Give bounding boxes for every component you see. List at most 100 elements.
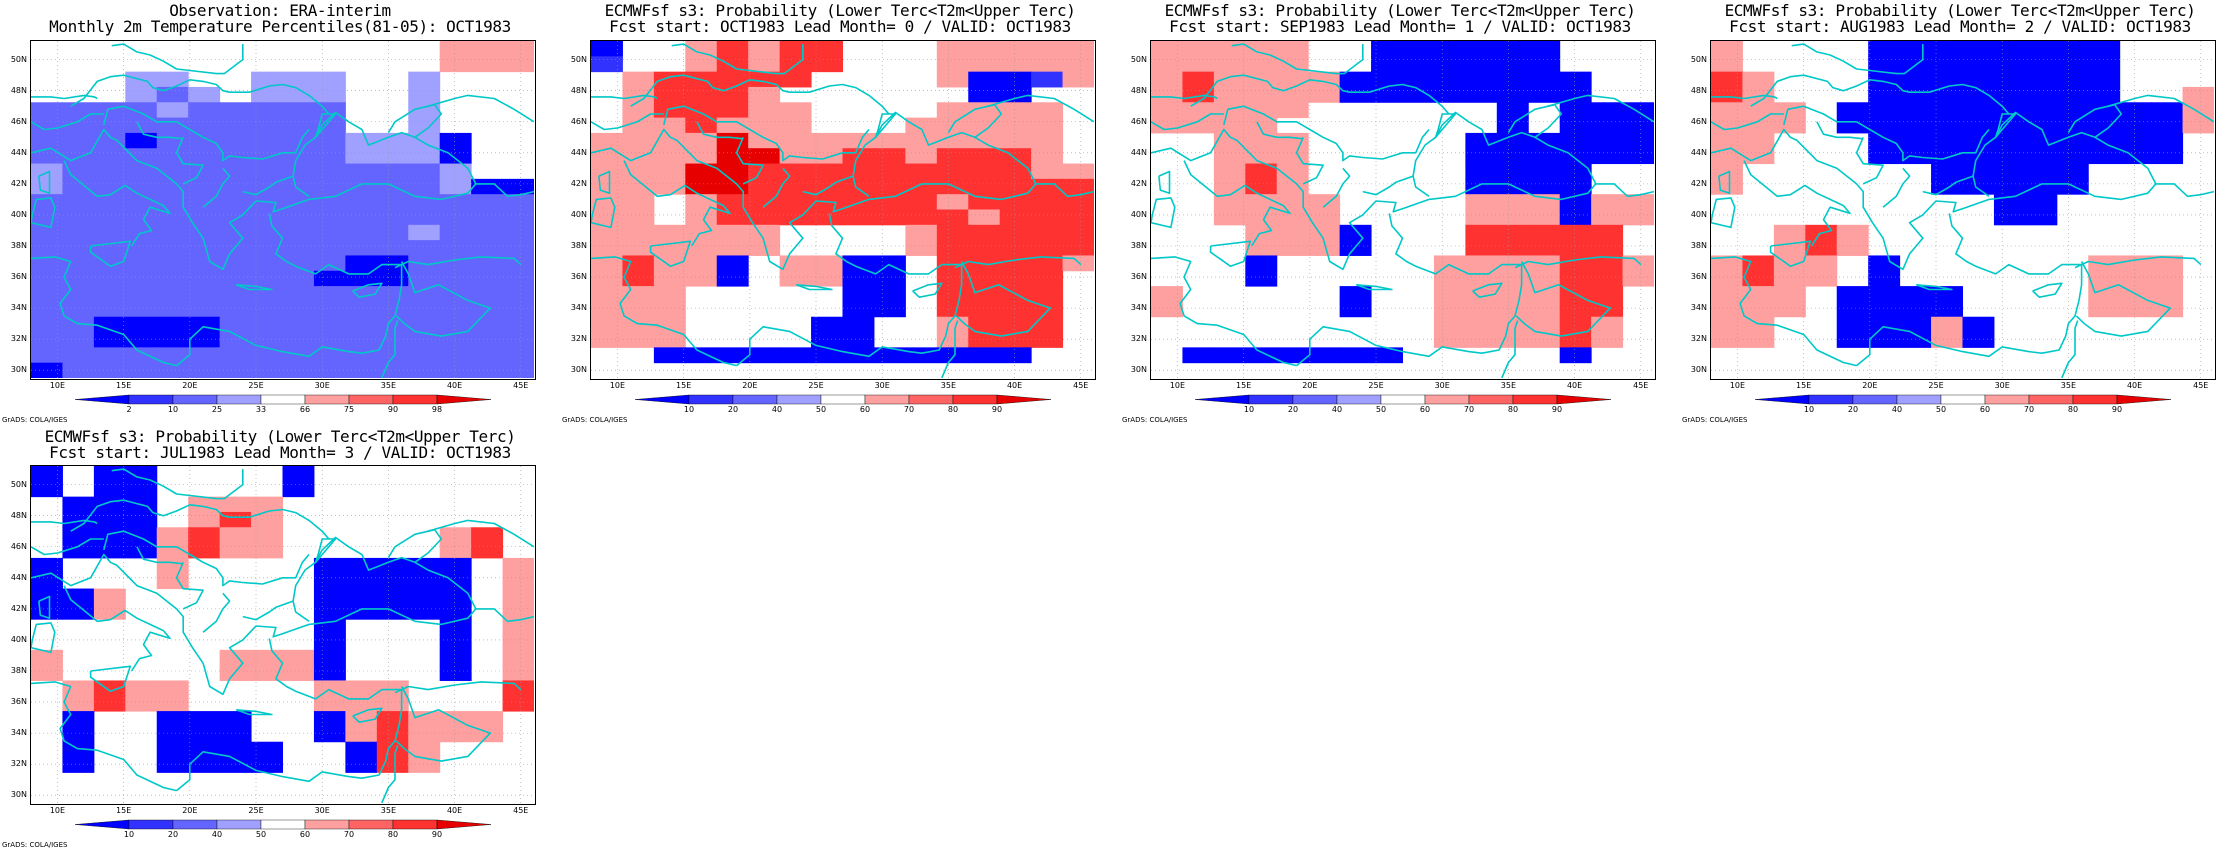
grid-cell [653, 224, 686, 241]
grid-cell [471, 347, 504, 364]
grid-cell [313, 86, 346, 103]
grid-cell [93, 270, 126, 287]
grid-cell [2088, 301, 2121, 318]
grid-cell [1899, 71, 1932, 88]
grid-cell [999, 316, 1032, 333]
grid-cell [345, 603, 378, 620]
coastline [696, 121, 744, 140]
grid-cell [1711, 117, 1743, 134]
grid-cell [1962, 163, 1995, 180]
grid-cell [779, 132, 812, 149]
grid-cell [156, 362, 189, 378]
grid-cell [408, 86, 441, 103]
latitude-label: 36N [570, 272, 587, 282]
grid-cell [1465, 224, 1498, 241]
grid-cell [313, 148, 346, 165]
grid-cell [188, 148, 221, 165]
grid-cell [1496, 332, 1529, 348]
grid-cell [93, 132, 126, 149]
grid-cell [1899, 332, 1932, 348]
coastline [175, 136, 204, 185]
grid-cell [251, 240, 283, 256]
colorbar-label: 98 [431, 405, 443, 414]
grid-cell [1339, 224, 1372, 241]
coastline [623, 160, 731, 247]
grid-cell [1868, 41, 1901, 57]
grid-cell [716, 71, 749, 88]
grid-cell [1339, 71, 1372, 88]
grid-cell [502, 255, 534, 272]
longitude-label: 30E [1994, 381, 2010, 390]
grid-cell [502, 240, 534, 256]
grid-cell [1591, 270, 1624, 287]
grid-cell [1031, 178, 1064, 195]
coastline [2107, 94, 2214, 123]
coastline [31, 519, 98, 525]
grid-cell [502, 680, 534, 697]
grid-cell [1622, 270, 1654, 287]
grid-cell [471, 270, 504, 287]
grid-cell [31, 573, 63, 590]
grid-cell [219, 102, 252, 119]
grid-cell [1496, 240, 1529, 256]
grid-cell [93, 362, 126, 378]
grid-cell [2151, 301, 2184, 318]
grid-cell [1339, 301, 1372, 318]
grid-cell [968, 163, 1001, 180]
longitude-label: 45E [1073, 381, 1089, 390]
colorbar-segment [2072, 394, 2118, 405]
coastline [987, 94, 1094, 123]
grid-cell [811, 148, 843, 165]
grid-cell [251, 209, 283, 226]
coastline [31, 553, 477, 696]
grid-cell [345, 301, 378, 318]
grid-cell [936, 255, 969, 272]
grid-cell [313, 224, 346, 241]
map-canvas [591, 41, 1094, 378]
latitude-label: 34N [570, 303, 587, 313]
grid-cell [1031, 56, 1064, 73]
coastline [31, 256, 177, 367]
longitude-label: 20E [1302, 381, 1318, 390]
grid-cell [999, 301, 1032, 318]
grads-credit: GrADS: COLA/IGES [2, 841, 68, 849]
grid-cell [2088, 148, 2121, 165]
grid-cell [471, 542, 504, 559]
longitude-label: 15E [1236, 381, 1252, 390]
grid-cell [1496, 71, 1529, 88]
grid-cell [873, 148, 906, 165]
latitude-label: 34N [10, 728, 27, 738]
coastline [852, 111, 1037, 197]
grid-cell [251, 301, 283, 318]
latitude-label: 40N [570, 209, 587, 219]
grid-cell [936, 194, 969, 210]
grid-cell [1182, 86, 1215, 103]
grid-cell [345, 178, 378, 195]
grid-cell [62, 163, 95, 180]
grid-cell [1742, 270, 1775, 287]
grid-cell [1308, 224, 1341, 241]
grid-cell [93, 481, 126, 498]
grid-cell [968, 347, 1001, 364]
grid-cell [62, 726, 95, 743]
grid-cell [1465, 132, 1498, 149]
grid-cell [653, 347, 686, 364]
grid-cell [811, 332, 843, 348]
grid-cell [591, 56, 623, 73]
grid-cell [282, 332, 315, 348]
grid-cell [313, 209, 346, 226]
grid-cell [282, 163, 315, 180]
coastline [591, 94, 658, 100]
colorbar-segment [1808, 394, 1854, 405]
grid-cell [1742, 255, 1775, 272]
grid-cell [62, 332, 95, 348]
grid-cell [376, 301, 409, 318]
panel-title-line2: Fcst start: SEP1983 Lead Month= 1 / VALI… [1169, 17, 1631, 36]
grid-cell [62, 527, 95, 544]
coastline [394, 681, 522, 694]
grid-cell [2025, 178, 2058, 195]
grid-cell [313, 240, 346, 256]
longitude-label: 10E [609, 381, 626, 390]
grid-cell [1276, 148, 1309, 165]
longitude-label: 25E [808, 381, 824, 390]
